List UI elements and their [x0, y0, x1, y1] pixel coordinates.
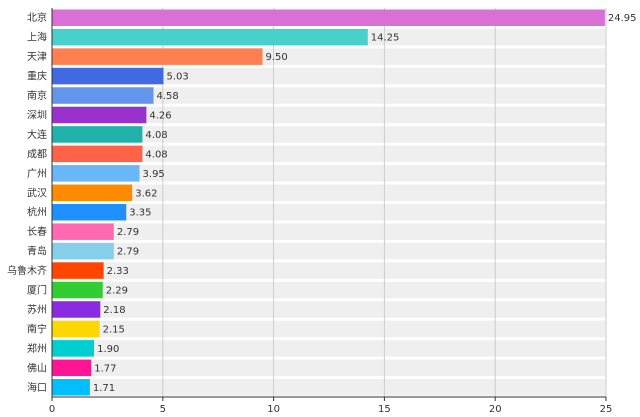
value-label: 3.35 [129, 208, 151, 219]
bar [52, 126, 143, 143]
bars [52, 9, 605, 396]
row-band [52, 67, 606, 85]
value-label: 2.79 [117, 227, 139, 238]
category-label: 南宁 [27, 322, 47, 335]
bar [52, 301, 101, 318]
x-axis: 0 5 10 15 20 25 [49, 8, 613, 415]
bar [52, 262, 104, 279]
row-band [52, 242, 606, 260]
category-label: 成都 [27, 148, 47, 160]
category-label: 乌鲁木齐 [7, 264, 47, 277]
x-tick-label: 20 [489, 404, 502, 415]
value-label: 1.90 [97, 344, 119, 355]
row-band [52, 320, 606, 338]
row-band [52, 87, 606, 104]
value-label: 2.79 [117, 247, 139, 258]
bar [52, 281, 103, 299]
row-band [52, 301, 606, 318]
value-label: 1.71 [93, 383, 115, 394]
x-tick-label: 0 [49, 404, 55, 415]
category-label: 广州 [27, 168, 47, 180]
row-band [52, 359, 606, 377]
value-label: 2.15 [103, 324, 125, 335]
category-label: 武汉 [27, 186, 47, 199]
value-label: 2.18 [103, 305, 125, 316]
category-label: 厦门 [27, 284, 47, 297]
category-label: 海口 [27, 381, 47, 394]
category-label: 苏州 [27, 303, 47, 316]
row-band [52, 106, 606, 124]
category-label: 郑州 [27, 342, 47, 355]
x-tick-label: 15 [378, 404, 391, 415]
bar [52, 242, 114, 260]
x-tick-label: 10 [267, 404, 280, 415]
row-band [52, 223, 606, 240]
bar [52, 203, 127, 221]
category-label: 重庆 [27, 70, 47, 83]
row-band [52, 184, 606, 202]
bar [52, 48, 263, 65]
value-label: 5.03 [166, 72, 188, 83]
bar [52, 223, 114, 240]
value-label: 3.62 [135, 188, 157, 199]
bar [52, 67, 164, 85]
category-label: 佛山 [27, 361, 47, 374]
value-label: 4.58 [156, 91, 178, 102]
bar [52, 106, 147, 124]
value-labels: 24.95 14.25 9.50 5.03 4.58 4.26 4.08 4.08 3.95 3.… [93, 13, 637, 394]
row-band [52, 203, 606, 221]
row-band [52, 281, 606, 299]
category-label: 大连 [27, 128, 47, 141]
value-label: 4.26 [149, 110, 171, 121]
bar [52, 165, 140, 182]
row-band [52, 379, 606, 396]
category-label: 深圳 [27, 109, 47, 121]
x-tick-label: 25 [600, 404, 613, 415]
category-label: 北京 [27, 11, 47, 24]
bar [52, 379, 90, 396]
row-band [52, 340, 606, 357]
bar [52, 320, 100, 338]
value-label: 9.50 [266, 52, 288, 63]
row-band [52, 145, 606, 163]
category-labels: 北京上海天津重庆南京深圳大连成都广州武汉杭州长春青岛乌鲁木齐厦门苏州南宁郑州佛山… [7, 11, 47, 394]
row-band [52, 126, 606, 143]
category-label: 上海 [27, 31, 47, 44]
bar [52, 87, 154, 104]
value-label: 1.77 [94, 363, 116, 374]
value-label: 2.29 [106, 286, 128, 297]
bar [52, 28, 368, 46]
row-bands [52, 9, 606, 396]
grid-lines [51, 8, 607, 397]
category-label: 南京 [27, 89, 47, 102]
value-label: 4.08 [145, 149, 167, 160]
row-band [52, 262, 606, 279]
bar [52, 184, 133, 202]
bar [52, 340, 95, 357]
bar [52, 145, 143, 163]
category-label: 天津 [27, 51, 47, 63]
row-band [52, 165, 606, 182]
value-label: 4.08 [145, 130, 167, 141]
category-label: 长春 [27, 226, 47, 238]
value-label: 24.95 [608, 13, 637, 24]
value-label: 14.25 [371, 33, 400, 44]
category-label: 杭州 [27, 206, 47, 219]
bar [52, 9, 605, 26]
value-label: 2.33 [107, 266, 129, 277]
bar [52, 359, 92, 377]
value-label: 3.95 [143, 169, 165, 180]
category-label: 青岛 [27, 245, 47, 258]
x-tick-label: 5 [160, 404, 166, 415]
